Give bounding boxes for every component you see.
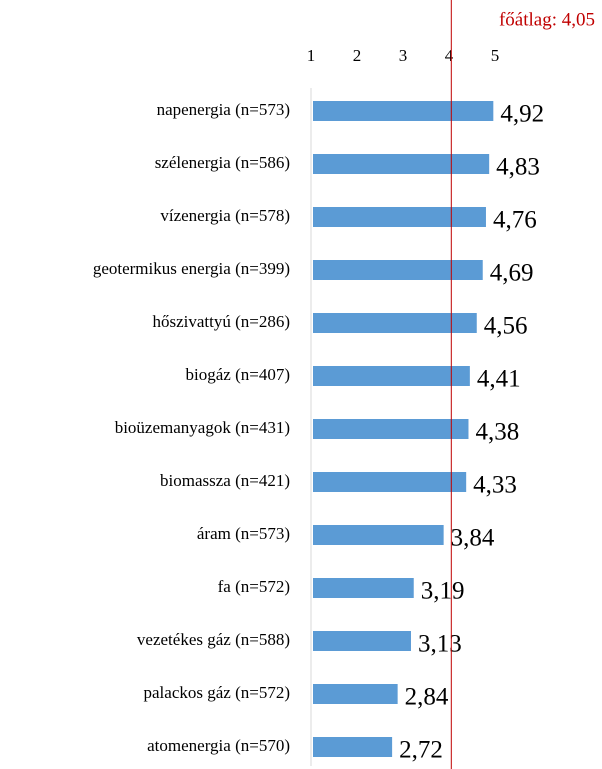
- category-label: vízenergia (n=578): [160, 206, 290, 225]
- data-label: 4,56: [484, 313, 528, 340]
- data-label: 4,38: [475, 419, 519, 446]
- bar: [313, 578, 414, 598]
- data-label: 4,69: [490, 260, 534, 287]
- bar: [313, 737, 393, 757]
- category-label: áram (n=573): [197, 524, 290, 543]
- bar: [313, 260, 483, 280]
- bar: [313, 472, 467, 492]
- bar: [313, 684, 398, 704]
- data-label: 3,19: [421, 578, 465, 605]
- bar: [313, 154, 490, 174]
- category-label: vezetékes gáz (n=588): [137, 630, 290, 649]
- bar: [313, 207, 486, 227]
- bar: [313, 101, 494, 121]
- bar: [313, 366, 470, 386]
- data-label: 4,83: [496, 154, 540, 181]
- category-label: napenergia (n=573): [157, 100, 290, 119]
- x-tick-label: 1: [307, 46, 316, 65]
- data-label: 3,84: [451, 525, 495, 552]
- category-label: geotermikus energia (n=399): [93, 259, 290, 278]
- data-label: 4,41: [477, 366, 521, 393]
- category-label: szélenergia (n=586): [155, 153, 290, 172]
- bar: [313, 631, 411, 651]
- x-tick-label: 3: [399, 46, 408, 65]
- category-label: biomassza (n=421): [160, 471, 290, 490]
- category-label: atomenergia (n=570): [147, 736, 290, 755]
- data-label: 4,92: [500, 101, 544, 128]
- x-tick-label: 2: [353, 46, 362, 65]
- bar: [313, 313, 477, 333]
- category-label: bioüzemanyagok (n=431): [115, 418, 290, 437]
- category-label: fa (n=572): [218, 577, 290, 596]
- category-label: palackos gáz (n=572): [144, 683, 290, 702]
- x-tick-label: 5: [491, 46, 500, 65]
- reference-label: főátlag: 4,05: [499, 9, 595, 30]
- data-label: 2,84: [405, 684, 449, 711]
- category-label: hőszivattyú (n=286): [152, 312, 290, 331]
- x-tick-label: 4: [445, 46, 454, 65]
- data-label: 2,72: [399, 737, 443, 764]
- bar: [313, 419, 469, 439]
- data-label: 3,13: [418, 631, 462, 658]
- data-label: 4,33: [473, 472, 517, 499]
- bar: [313, 525, 444, 545]
- category-label: biogáz (n=407): [186, 365, 290, 384]
- data-label: 4,76: [493, 207, 537, 234]
